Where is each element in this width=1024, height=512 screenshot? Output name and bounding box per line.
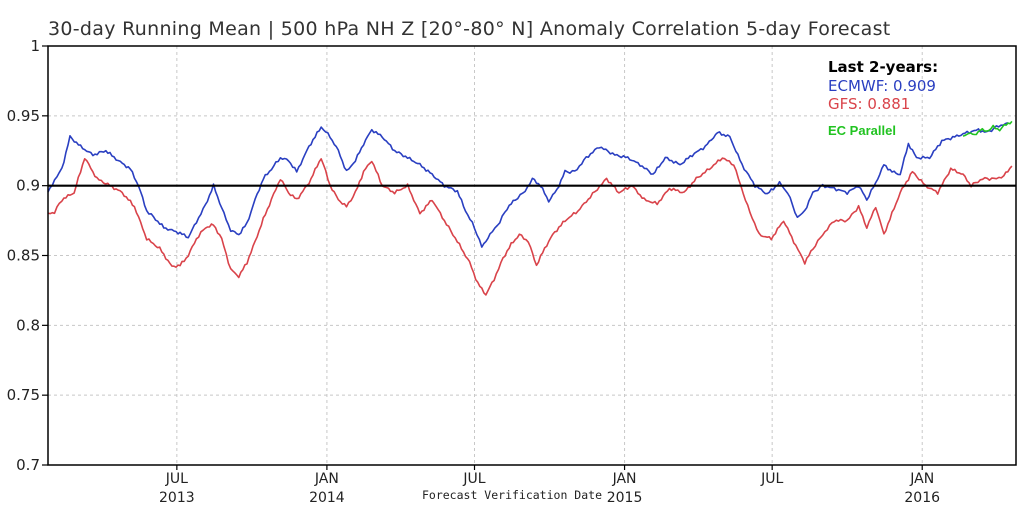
y-tick-label-4: 0.9 (16, 177, 40, 195)
x-tick-month-0: JUL (165, 471, 188, 487)
x-tick-year-3: 2015 (607, 490, 643, 506)
series-line-gfs (47, 157, 1013, 296)
x-tick-month-3: JAN (612, 471, 637, 487)
x-tick-year-0: 2013 (159, 490, 195, 506)
legend-entry-gfs-value: 0.881 (867, 95, 910, 113)
legend-entry-gfs-label: GFS: (828, 95, 863, 113)
legend-entry-ecmwf-label: ECMWF: (828, 77, 888, 95)
series-line-ecmwf (47, 122, 1009, 248)
x-tick-year-5: 2016 (904, 490, 940, 506)
y-tick-label-3: 0.85 (7, 247, 40, 265)
series-layer (47, 120, 1013, 296)
x-tick-month-5: JAN (909, 471, 934, 487)
x-tick-month-1: JAN (314, 471, 339, 487)
x-tick-month-4: JUL (760, 471, 783, 487)
x-tick-year-1: 2014 (309, 490, 345, 506)
legend-annotation-ec-parallel: EC Parallel (828, 123, 896, 138)
legend-title: Last 2-years: (828, 58, 938, 76)
chart-title: 30-day Running Mean | 500 hPa NH Z [20°-… (48, 18, 891, 40)
y-tick-label-6: 1 (30, 37, 40, 55)
legend-entry-ecmwf-value: 0.909 (893, 77, 936, 95)
legend-entry-gfs: GFS: 0.881 (828, 95, 910, 113)
y-axis: 0.7 0.75 0.8 0.85 0.9 0.95 1 (7, 37, 48, 474)
legend: Last 2-years: ECMWF: 0.909 GFS: 0.881 EC… (828, 58, 938, 138)
x-axis: JUL 2013 JAN 2014 JUL JAN 2015 JUL JAN 2016 (159, 465, 940, 506)
y-tick-label-5: 0.95 (7, 107, 40, 125)
y-tick-label-2: 0.8 (16, 316, 40, 334)
x-axis-label: Forecast Verification Date (422, 488, 602, 502)
y-tick-label-1: 0.75 (7, 386, 40, 404)
x-tick-month-2: JUL (462, 471, 485, 487)
y-tick-label-0: 0.7 (16, 456, 40, 474)
legend-entry-ecmwf: ECMWF: 0.909 (828, 77, 936, 95)
series-line-ec-parallel (962, 120, 1013, 137)
